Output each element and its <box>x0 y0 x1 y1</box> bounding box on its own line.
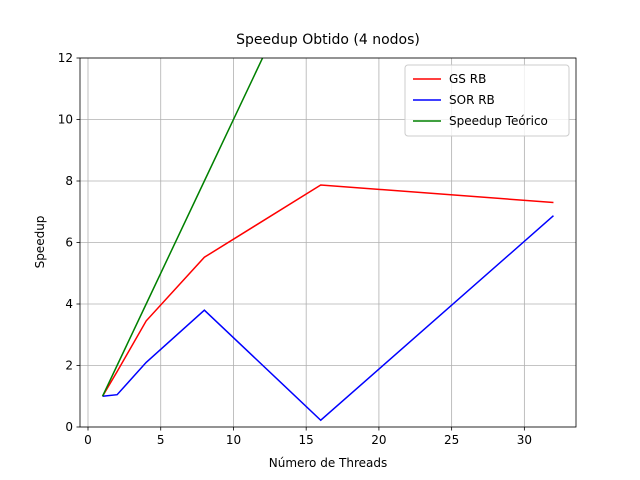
x-tick-label: 20 <box>371 433 386 447</box>
x-tick-label: 25 <box>444 433 459 447</box>
x-tick-label: 5 <box>157 433 165 447</box>
x-tick-label: 0 <box>84 433 92 447</box>
y-tick-label: 12 <box>58 51 73 65</box>
y-tick-label: 4 <box>65 297 73 311</box>
y-tick-label: 0 <box>65 420 73 434</box>
x-tick-label: 15 <box>299 433 314 447</box>
x-tick-label: 30 <box>517 433 532 447</box>
series-line <box>101 184 554 397</box>
legend-label: Speedup Teórico <box>449 114 548 128</box>
y-axis-label: Speedup <box>33 216 47 269</box>
chart-title: Speedup Obtido (4 nodos) <box>236 32 420 48</box>
legend-label: SOR RB <box>449 93 495 107</box>
series-line <box>102 215 554 422</box>
legend-label: GS RB <box>449 72 486 86</box>
legend: GS RB SOR RB Speedup Teórico <box>404 64 570 137</box>
y-tick-label: 10 <box>58 113 73 127</box>
y-tick-label: 6 <box>65 236 73 250</box>
plot-area <box>101 58 554 422</box>
x-tick-label: 10 <box>226 433 241 447</box>
y-tick-label: 2 <box>65 359 73 373</box>
legend-box <box>404 64 570 137</box>
y-tick-label: 8 <box>65 174 73 188</box>
series-line <box>101 58 264 397</box>
x-axis-label: Número de Threads <box>269 456 388 470</box>
